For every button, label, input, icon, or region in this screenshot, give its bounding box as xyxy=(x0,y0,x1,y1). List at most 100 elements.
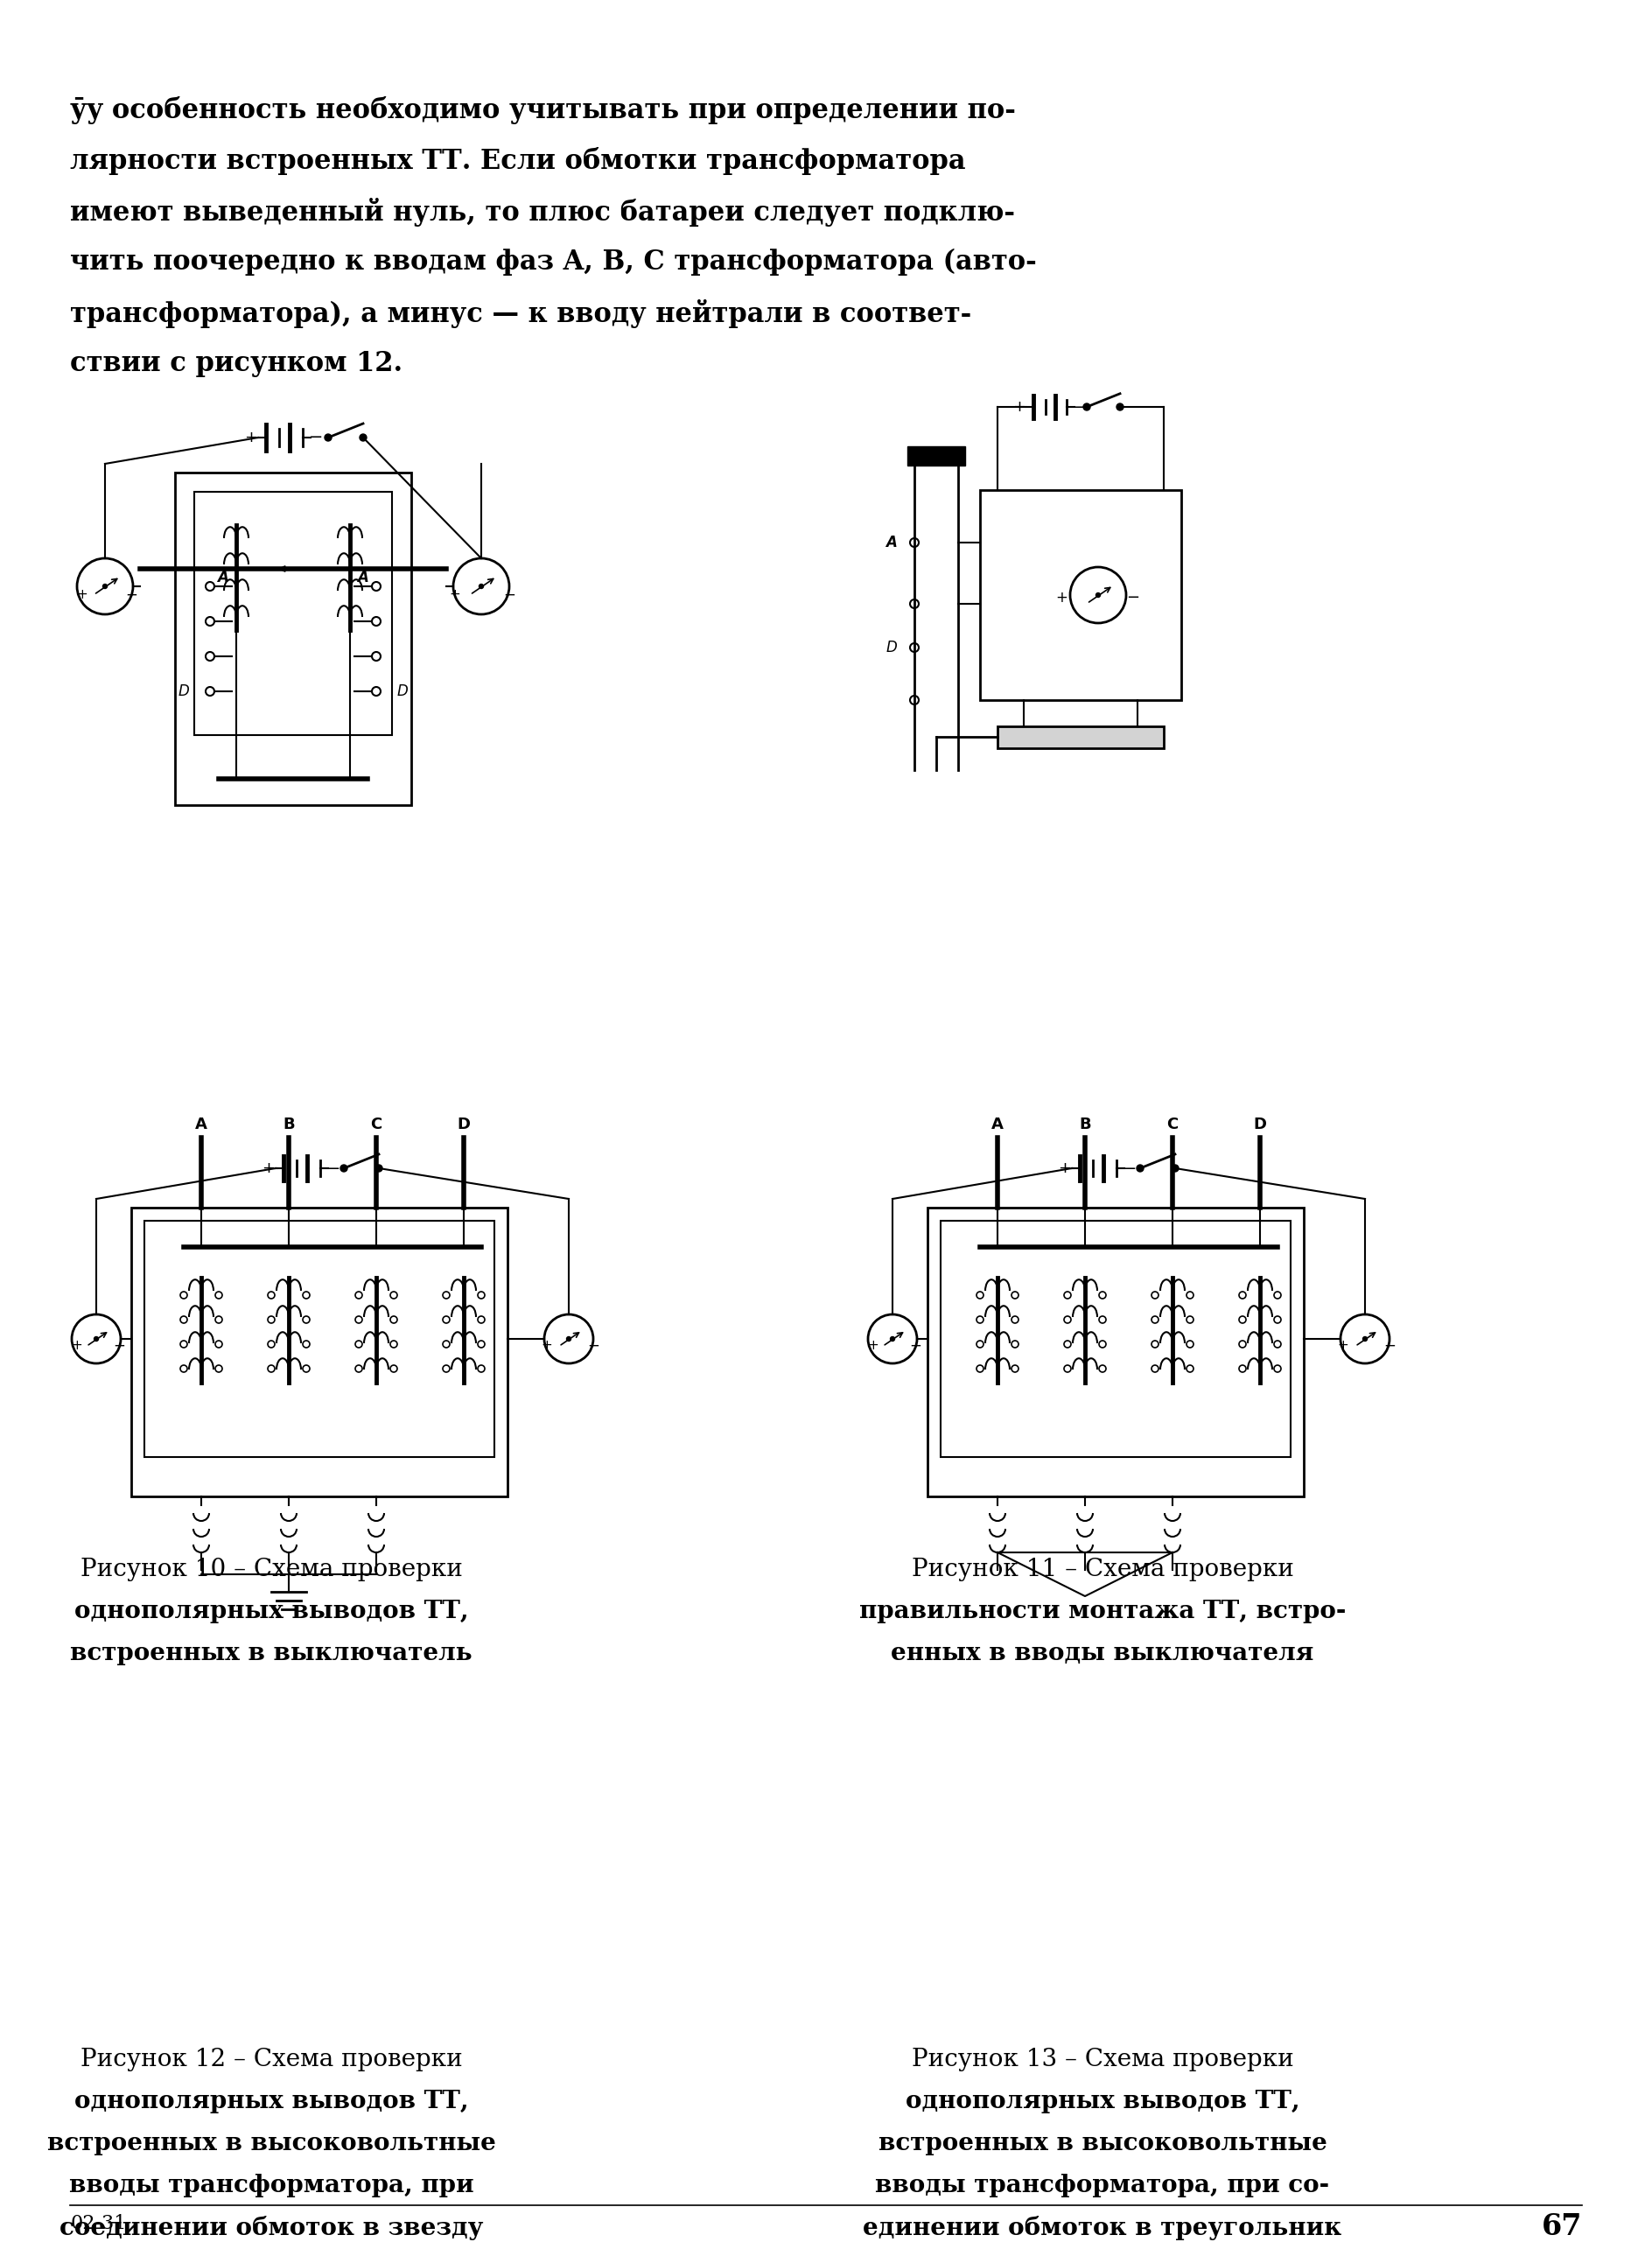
Circle shape xyxy=(268,1365,274,1372)
Text: Рисунок 12 – Схема проверки: Рисунок 12 – Схема проверки xyxy=(81,2048,463,2071)
Circle shape xyxy=(1363,1338,1368,1340)
Circle shape xyxy=(375,1164,382,1171)
Circle shape xyxy=(910,643,919,652)
Text: однополярных выводов ТТ,: однополярных выводов ТТ, xyxy=(905,2089,1300,2114)
Text: B: B xyxy=(1079,1117,1090,1133)
Bar xyxy=(175,472,411,805)
Circle shape xyxy=(1274,1293,1280,1299)
Circle shape xyxy=(1151,1315,1158,1324)
Text: −: − xyxy=(1122,1160,1137,1178)
Circle shape xyxy=(302,1365,311,1372)
Circle shape xyxy=(205,582,215,591)
Text: D: D xyxy=(396,684,408,699)
Bar xyxy=(144,1220,494,1457)
Circle shape xyxy=(479,584,484,589)
Text: +: + xyxy=(449,589,461,602)
Text: +: + xyxy=(71,1340,83,1351)
Text: +: + xyxy=(542,1340,552,1351)
Bar xyxy=(927,1207,1303,1496)
Text: −: − xyxy=(112,1338,126,1354)
Circle shape xyxy=(910,600,919,609)
Bar xyxy=(998,726,1163,749)
Text: −: − xyxy=(325,1160,340,1178)
Text: +: + xyxy=(1338,1340,1348,1351)
Circle shape xyxy=(567,1338,572,1340)
Circle shape xyxy=(268,1340,274,1347)
Circle shape xyxy=(477,1340,484,1347)
Circle shape xyxy=(302,1293,311,1299)
Circle shape xyxy=(1274,1315,1280,1324)
Circle shape xyxy=(890,1338,895,1340)
Circle shape xyxy=(180,1340,187,1347)
Circle shape xyxy=(372,616,380,625)
Circle shape xyxy=(1186,1340,1193,1347)
Circle shape xyxy=(443,1365,449,1372)
Text: −: − xyxy=(586,1338,600,1354)
Text: чить поочередно к вводам фаз A, B, C трансформатора (авто-: чить поочередно к вводам фаз A, B, C тра… xyxy=(69,248,1037,275)
Text: трансформатора), а минус — к вводу нейтрали в соответ-: трансформатора), а минус — к вводу нейтр… xyxy=(69,300,971,327)
Text: соединении обмоток в звезду: соединении обмоток в звезду xyxy=(59,2215,482,2240)
Circle shape xyxy=(355,1365,362,1372)
Text: A: A xyxy=(991,1117,1003,1133)
Text: встроенных в высоковольтные: встроенных в высоковольтные xyxy=(46,2132,496,2154)
Circle shape xyxy=(1151,1365,1158,1372)
Text: однополярных выводов ТТ,: однополярных выводов ТТ, xyxy=(74,2089,469,2114)
Text: лярности встроенных ТТ. Если обмотки трансформатора: лярности встроенных ТТ. Если обмотки тра… xyxy=(69,147,966,176)
Circle shape xyxy=(477,1365,484,1372)
Circle shape xyxy=(205,686,215,695)
Circle shape xyxy=(1084,404,1090,411)
Text: B: B xyxy=(282,1117,294,1133)
Circle shape xyxy=(390,1293,396,1299)
Text: D: D xyxy=(178,684,190,699)
Text: −: − xyxy=(1127,589,1140,605)
Circle shape xyxy=(1274,1340,1280,1347)
Text: Рисунок 13 – Схема проверки: Рисунок 13 – Схема проверки xyxy=(912,2048,1294,2071)
Text: +: + xyxy=(263,1160,276,1175)
Text: −: − xyxy=(1072,399,1087,415)
Text: вводы трансформатора, при: вводы трансформатора, при xyxy=(69,2175,474,2197)
Circle shape xyxy=(302,1315,311,1324)
Circle shape xyxy=(180,1315,187,1324)
Circle shape xyxy=(1064,1293,1070,1299)
Circle shape xyxy=(102,584,107,589)
Text: вводы трансформатора, при со-: вводы трансформатора, при со- xyxy=(876,2175,1330,2197)
Circle shape xyxy=(1099,1365,1105,1372)
Circle shape xyxy=(1095,593,1100,598)
Circle shape xyxy=(1239,1293,1246,1299)
Text: −: − xyxy=(126,587,137,602)
Circle shape xyxy=(355,1315,362,1324)
Circle shape xyxy=(1064,1315,1070,1324)
Circle shape xyxy=(302,1340,311,1347)
Circle shape xyxy=(1151,1293,1158,1299)
Text: встроенных в высоковольтные: встроенных в высоковольтные xyxy=(879,2132,1327,2154)
Circle shape xyxy=(390,1340,396,1347)
Text: имеют выведенный нуль, то плюс батареи следует подклю-: имеют выведенный нуль, то плюс батареи с… xyxy=(69,199,1014,226)
Text: +: + xyxy=(1056,589,1067,605)
Circle shape xyxy=(1099,1315,1105,1324)
Circle shape xyxy=(477,1293,484,1299)
Circle shape xyxy=(390,1315,396,1324)
Circle shape xyxy=(443,1293,449,1299)
Circle shape xyxy=(1186,1293,1193,1299)
Text: −: − xyxy=(1383,1338,1396,1354)
Text: правильности монтажа ТТ, встро-: правильности монтажа ТТ, встро- xyxy=(859,1600,1346,1624)
Circle shape xyxy=(372,686,380,695)
Text: A: A xyxy=(195,1117,206,1133)
Circle shape xyxy=(1099,1340,1105,1347)
Text: единении обмоток в треугольник: единении обмоток в треугольник xyxy=(862,2215,1341,2240)
Text: встроенных в выключатель: встроенных в выключатель xyxy=(69,1642,472,1665)
Circle shape xyxy=(1064,1365,1070,1372)
Circle shape xyxy=(268,1293,274,1299)
Circle shape xyxy=(1011,1340,1019,1347)
Circle shape xyxy=(372,582,380,591)
Circle shape xyxy=(1151,1340,1158,1347)
Text: −: − xyxy=(909,1338,922,1354)
Circle shape xyxy=(1099,1293,1105,1299)
Text: +: + xyxy=(76,589,88,602)
Circle shape xyxy=(910,539,919,546)
Circle shape xyxy=(910,695,919,704)
Circle shape xyxy=(976,1365,983,1372)
Circle shape xyxy=(268,1315,274,1324)
Circle shape xyxy=(340,1164,347,1171)
Text: D: D xyxy=(458,1117,471,1133)
